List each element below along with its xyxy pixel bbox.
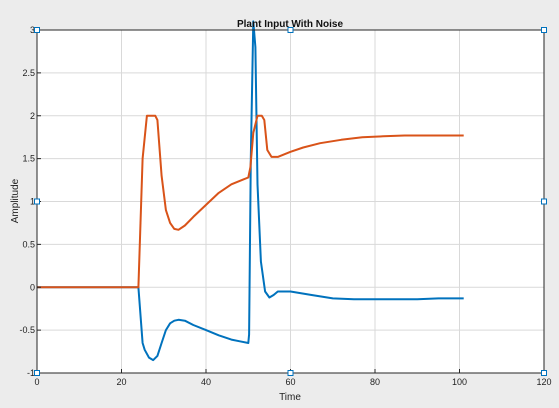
- series-line-1[interactable]: [37, 20, 464, 362]
- resize-handle[interactable]: [541, 198, 547, 205]
- x-tick-label: 100: [452, 377, 467, 387]
- x-tick-label: 20: [116, 377, 126, 387]
- resize-handle[interactable]: [287, 27, 294, 33]
- series-line-2[interactable]: [37, 114, 464, 289]
- grid: [37, 30, 544, 373]
- x-tick-label: 0: [34, 377, 39, 387]
- y-tick-label: 2: [30, 111, 35, 121]
- x-axis-label: Time: [279, 392, 301, 403]
- y-tick-label: -0.5: [19, 325, 35, 335]
- chart-title: Plant Input With Noise: [237, 19, 343, 30]
- resize-handle[interactable]: [287, 370, 294, 376]
- y-tick-label: 0.5: [22, 239, 35, 249]
- y-tick-label: -1: [27, 368, 35, 378]
- y-tick-label: 2.5: [22, 68, 35, 78]
- resize-handle[interactable]: [541, 27, 547, 33]
- y-tick-label: 1: [30, 197, 35, 207]
- x-tick-label: 60: [285, 377, 295, 387]
- y-axis-label: Amplitude: [10, 178, 21, 223]
- x-tick-label: 40: [201, 377, 211, 387]
- ticks: 0 20 40 60 80 100 120 -1 -0.5 0 0.5 1 1.5 2 2.5 3: [19, 25, 551, 387]
- x-tick-label: 80: [370, 377, 380, 387]
- resize-handle[interactable]: [34, 198, 40, 205]
- y-tick-label: 3: [30, 25, 35, 35]
- y-tick-label: 1.5: [22, 154, 35, 164]
- series-layer: [37, 20, 464, 362]
- resize-handle[interactable]: [541, 370, 547, 376]
- resize-handle[interactable]: [34, 370, 40, 376]
- axes-handles: [34, 27, 547, 376]
- y-tick-label: 0: [30, 282, 35, 292]
- x-tick-label: 120: [536, 377, 551, 387]
- resize-handle[interactable]: [34, 27, 40, 33]
